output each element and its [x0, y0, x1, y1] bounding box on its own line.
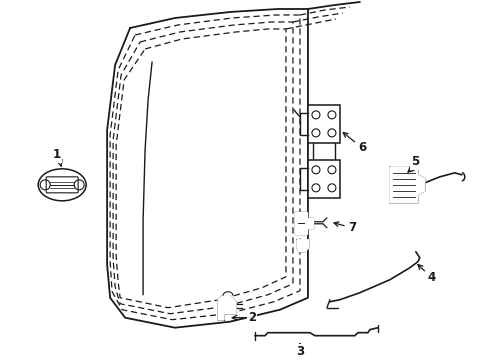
Text: 5: 5: [410, 156, 418, 168]
Bar: [307, 160, 339, 198]
Ellipse shape: [38, 169, 86, 201]
FancyBboxPatch shape: [46, 177, 78, 193]
Text: 2: 2: [232, 311, 256, 324]
Polygon shape: [294, 212, 312, 234]
Polygon shape: [296, 240, 308, 252]
Text: 7: 7: [333, 221, 355, 234]
Text: 4: 4: [417, 265, 435, 284]
Text: 3: 3: [295, 345, 304, 358]
Polygon shape: [389, 167, 424, 203]
Bar: [307, 105, 339, 143]
Polygon shape: [218, 296, 236, 320]
Text: 6: 6: [343, 132, 366, 154]
Text: 1: 1: [53, 148, 61, 161]
